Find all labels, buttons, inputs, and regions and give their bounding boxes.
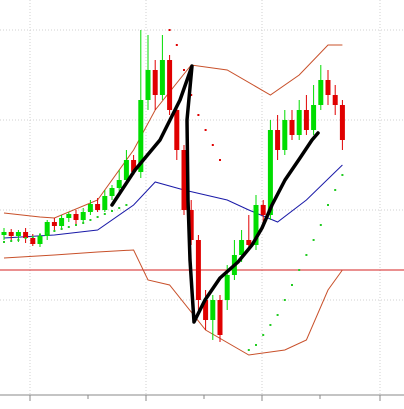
sar-dot — [10, 240, 13, 242]
sar-dot — [111, 210, 113, 212]
sar-dot — [17, 239, 20, 241]
upper-band — [3, 44, 343, 219]
sar-dot — [96, 216, 99, 218]
candle-body — [275, 130, 281, 150]
candle-body — [123, 160, 129, 180]
candle-body — [37, 236, 43, 244]
sar-dot — [319, 224, 322, 226]
candle-body — [109, 188, 115, 196]
candle-body — [289, 120, 295, 135]
candle-body — [152, 70, 158, 95]
candle-body — [145, 70, 151, 100]
sar-dot — [118, 207, 121, 209]
sar-dot — [269, 324, 272, 326]
sar-dot — [103, 213, 106, 215]
candle-body — [260, 205, 266, 215]
sar-dot — [276, 314, 279, 316]
sar-dot — [60, 228, 63, 230]
candle-body — [296, 110, 302, 135]
sar-dot — [39, 234, 41, 236]
candle-body — [44, 222, 50, 236]
candle-body — [102, 196, 108, 210]
sar-dot — [255, 344, 257, 346]
candle-body — [174, 110, 180, 150]
sar-dot — [219, 159, 221, 161]
candle-body — [311, 105, 317, 130]
sar-dot — [89, 219, 92, 221]
candle-body — [210, 300, 216, 320]
sar-dot — [262, 334, 265, 336]
candle-body — [116, 180, 122, 188]
candle-body — [325, 80, 331, 95]
candle-body — [59, 218, 65, 226]
sar-dot — [341, 174, 344, 176]
sar-dot — [46, 232, 49, 234]
sar-dot — [334, 189, 337, 191]
sar-dot — [283, 299, 286, 301]
candle-body — [253, 205, 259, 245]
candle-body — [267, 130, 273, 215]
candle-body — [217, 300, 223, 335]
sar-dot — [298, 269, 301, 271]
sar-dot — [3, 241, 5, 243]
sar-dot — [211, 144, 214, 146]
sar-dot — [190, 94, 193, 96]
sar-dot — [305, 254, 308, 256]
candle-body — [30, 238, 36, 244]
sar-dot — [125, 204, 128, 206]
candle-body — [15, 232, 21, 236]
sar-dot — [312, 239, 315, 241]
candle-body — [195, 240, 201, 300]
candle-body — [303, 110, 309, 130]
candle-body — [1, 232, 7, 235]
candle-body — [8, 232, 14, 236]
candle-body — [224, 275, 230, 300]
hand-drawn-annotation — [110, 64, 320, 324]
candle-body — [138, 100, 144, 172]
candle-body — [318, 80, 324, 105]
grid — [0, 0, 404, 395]
candle-body — [282, 120, 288, 150]
sar-dot — [204, 129, 207, 131]
candle-body — [339, 105, 345, 140]
x-axis — [0, 394, 404, 401]
candle-body — [188, 210, 194, 240]
sar-dot — [247, 349, 250, 351]
candle-body — [167, 60, 173, 110]
candle-body — [73, 214, 79, 220]
candle-body — [95, 204, 101, 210]
sar-dot — [175, 44, 178, 46]
sar-dot — [53, 230, 56, 232]
candle-body — [51, 222, 57, 226]
lower-band — [3, 249, 343, 356]
sar-dot — [31, 236, 34, 238]
sar-dot — [327, 204, 329, 206]
candle-body — [66, 214, 72, 218]
candle-body — [203, 300, 209, 320]
candle-body — [87, 204, 93, 212]
candle-body — [159, 60, 165, 95]
sar-dot — [183, 69, 185, 71]
candle-body — [239, 240, 245, 255]
candle-body — [246, 240, 252, 245]
candle-body — [80, 212, 86, 220]
sar-dot — [67, 226, 70, 228]
sar-dot — [197, 114, 200, 116]
axis-ticks — [29, 395, 381, 401]
candle-body — [23, 232, 29, 238]
sar-dot — [75, 224, 77, 226]
sar-dot — [291, 284, 293, 286]
sar-dot — [168, 29, 171, 31]
candle-body — [332, 95, 338, 105]
candle-body — [181, 150, 187, 210]
sar-dot — [24, 237, 27, 239]
sar-dot — [82, 222, 85, 224]
candle-body — [131, 160, 137, 172]
